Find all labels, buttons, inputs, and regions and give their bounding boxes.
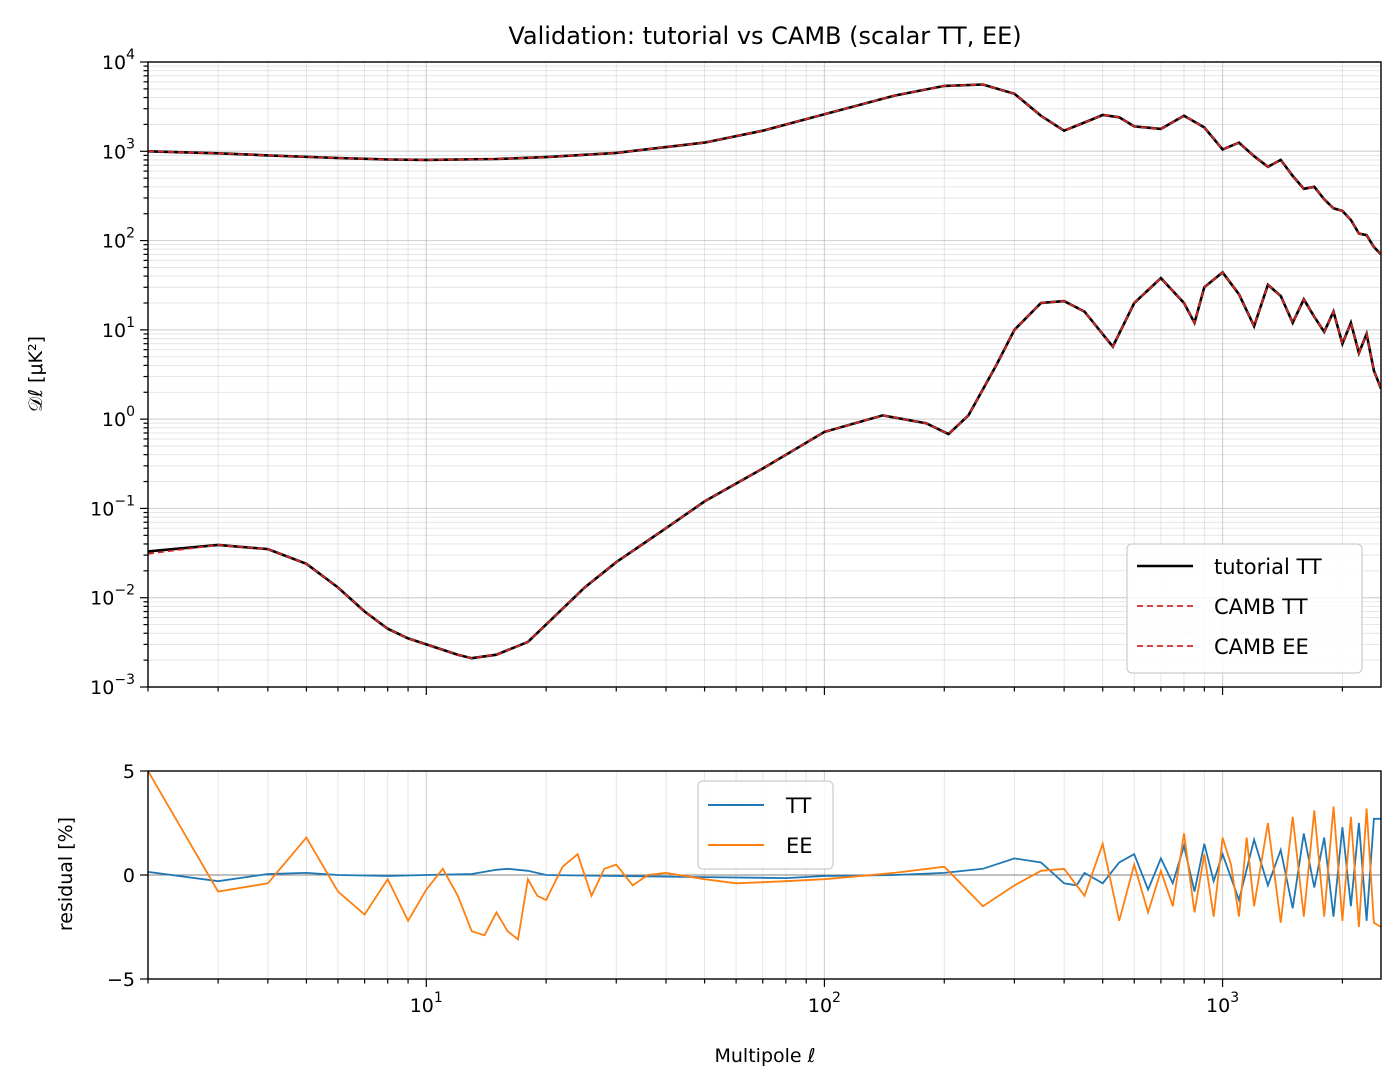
y-tick-label: 101	[102, 315, 135, 342]
legend-label: CAMB EE	[1214, 635, 1309, 659]
series-line-camb-tt	[148, 83, 1381, 256]
chart-title: Validation: tutorial vs CAMB (scalar TT,…	[508, 22, 1021, 50]
top-panel: 10−3 10−2 10−1 100 101 102 103 104 tutorial TT CA…	[90, 47, 1382, 699]
x-axis-label: Multipole ℓ	[715, 1045, 816, 1067]
legend-bottom: TT EE	[697, 780, 834, 870]
series-line-camb-ee	[148, 271, 1381, 660]
legend-label: CAMB TT	[1214, 595, 1308, 619]
bottom-axes-frame	[147, 770, 1382, 980]
x-tick-label: 101	[410, 990, 443, 1017]
x-tick-label: 103	[1206, 990, 1239, 1017]
y-tick-label: −5	[107, 969, 135, 991]
y-axis-label-top: 𝒟ℓ [μK²]	[25, 336, 47, 412]
legend-box	[697, 780, 834, 870]
x-tick-label: 102	[808, 990, 841, 1017]
top-axes-frame	[147, 61, 1382, 688]
y-tick-label: 102	[102, 226, 135, 253]
y-axis-label-bottom: residual [%]	[55, 817, 77, 931]
y-tick-label: 5	[123, 761, 135, 783]
y-tick-label: 10−2	[90, 583, 135, 610]
y-tick-label: 10−1	[90, 493, 135, 520]
legend-box	[1126, 543, 1363, 674]
y-tick-label: 104	[102, 47, 135, 74]
y-tick-label: 100	[102, 404, 135, 431]
y-tick-label: 0	[123, 865, 135, 887]
legend-label: EE	[786, 834, 813, 858]
series-line-residual-ee	[148, 771, 1381, 942]
series-line-residual-tt	[148, 817, 1381, 921]
legend-label: TT	[785, 794, 811, 818]
y-tick-label: 103	[102, 136, 135, 163]
bottom-panel: 5 0 −5 101 102 103 TT EE	[107, 761, 1382, 1017]
legend-label: tutorial TT	[1214, 555, 1322, 579]
legend-top: tutorial TT CAMB TT CAMB EE	[1126, 543, 1363, 674]
y-tick-label: 10−3	[90, 672, 135, 699]
